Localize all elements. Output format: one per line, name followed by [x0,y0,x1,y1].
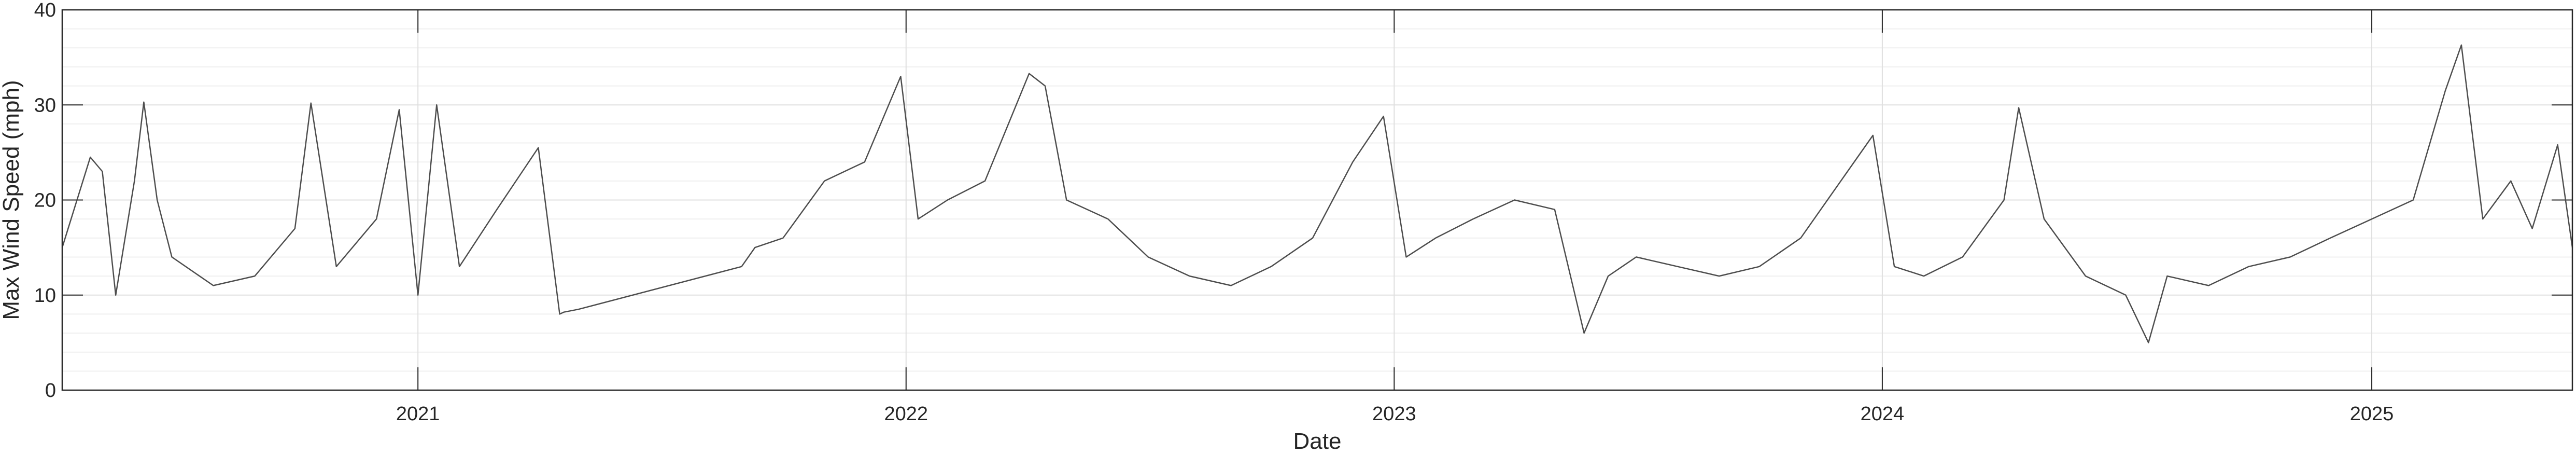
x-tick-label: 2025 [2350,403,2394,425]
x-tick-label: 2021 [396,403,440,425]
x-tick-label: 2023 [1372,403,1416,425]
series-line [61,44,2573,343]
axes-box [61,9,2573,391]
y-tick-label: 10 [34,285,56,307]
y-tick-label: 40 [34,0,56,21]
y-tick-label: 30 [34,94,56,116]
x-axis-title: Date [1293,429,1342,454]
y-tick-label: 0 [45,380,56,402]
x-tick-label: 2022 [884,403,928,425]
y-tick-label: 20 [34,190,56,212]
y-axis-title: Max Wind Speed (mph) [0,80,24,320]
x-tick-label: 2024 [1861,403,1905,425]
